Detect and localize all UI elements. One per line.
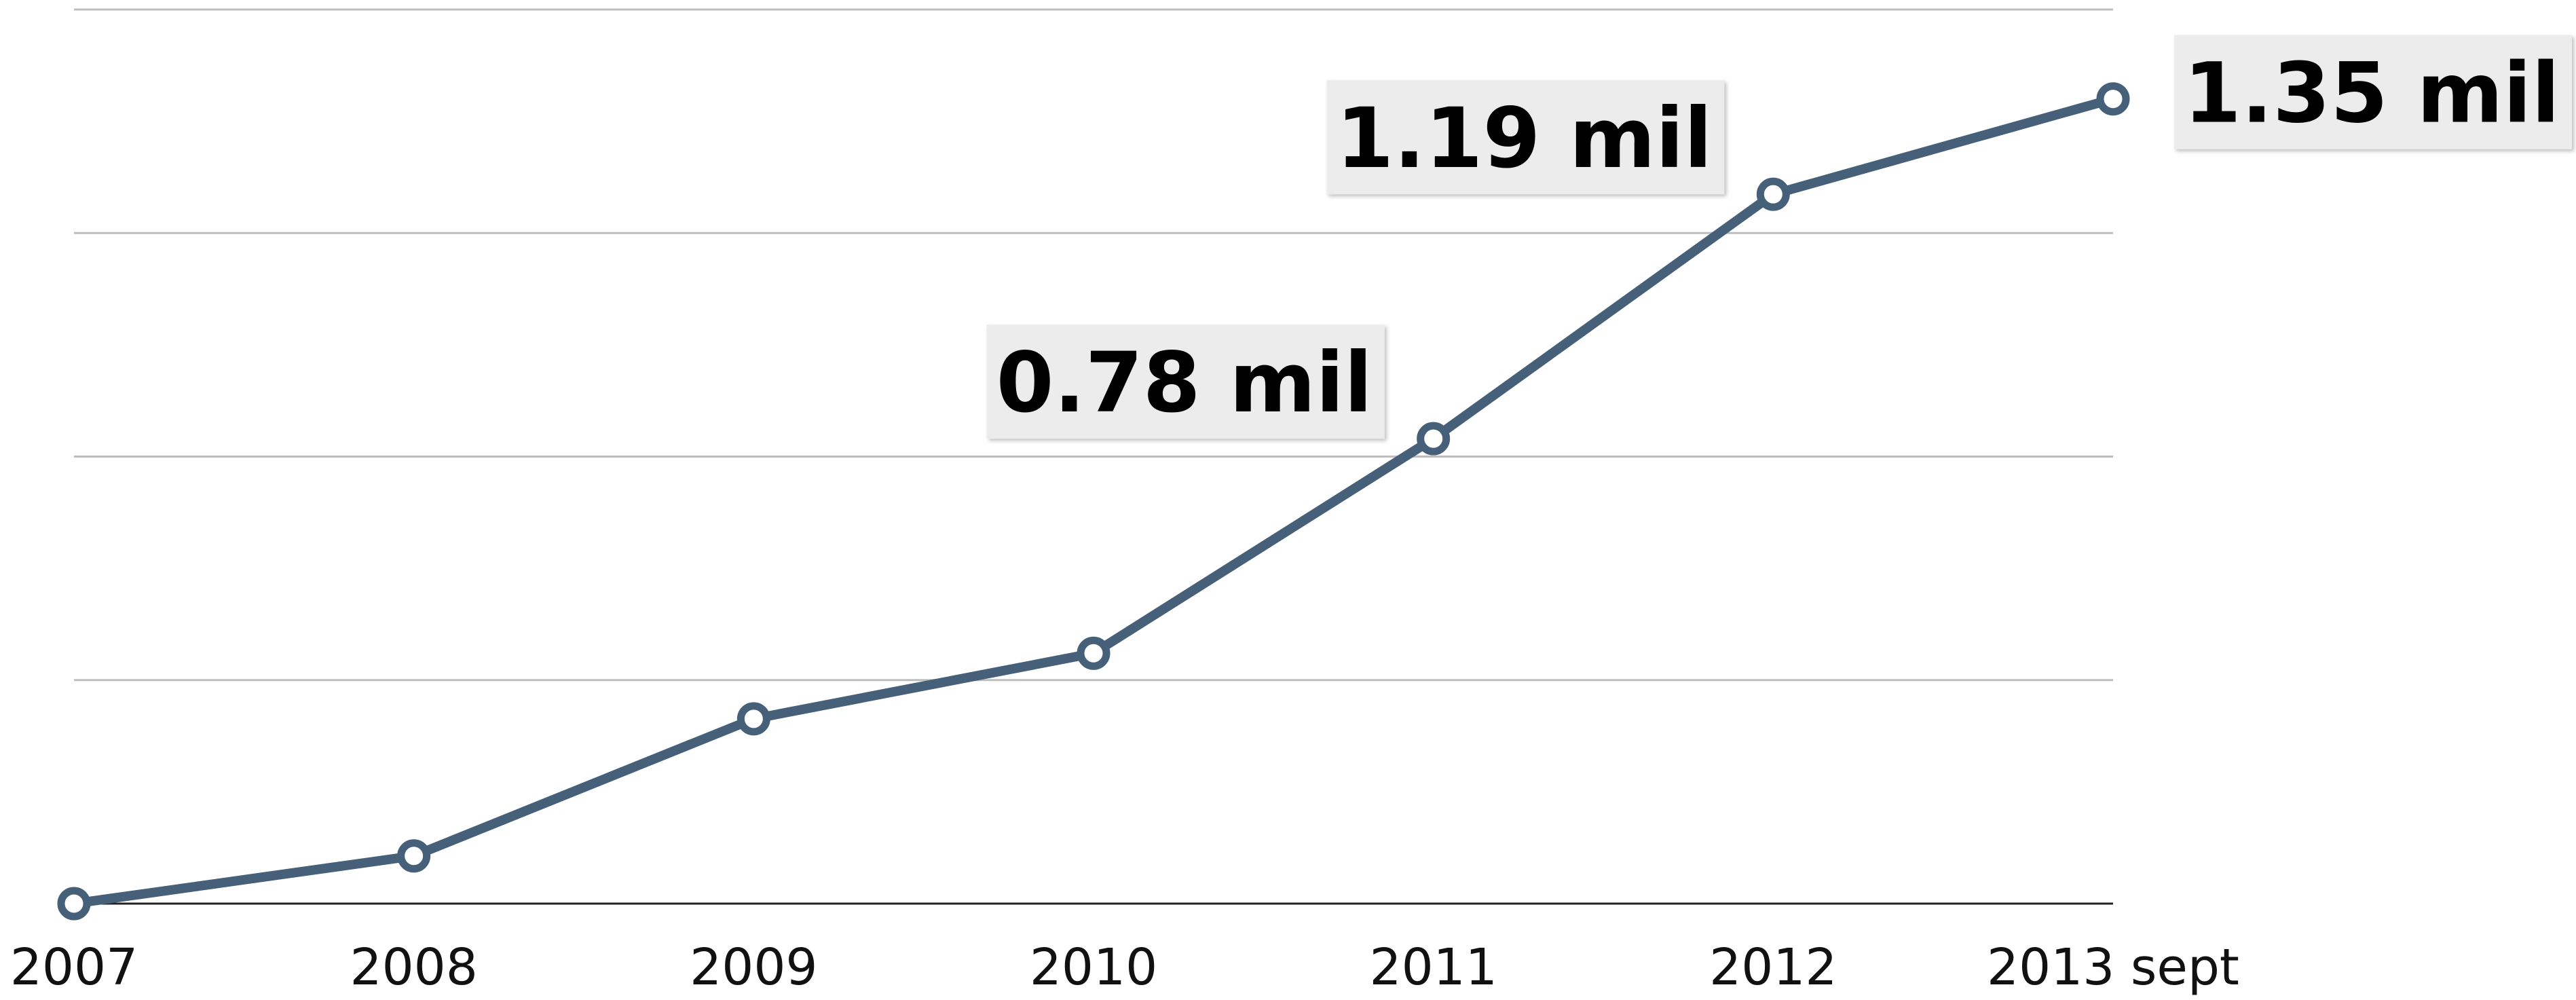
value-label: 1.19 mil	[1336, 90, 1712, 187]
point	[1417, 422, 1451, 456]
value-label-box	[2174, 35, 2572, 149]
value-label: 0.78 mil	[996, 335, 1373, 431]
x-tick-label: 2007	[10, 938, 138, 997]
point	[2096, 82, 2130, 116]
point	[1756, 177, 1790, 211]
x-tick-label: 2011	[1370, 938, 1497, 997]
point	[1077, 636, 1110, 670]
point	[57, 887, 91, 921]
point	[736, 702, 770, 736]
x-tick-label: 2012	[1709, 938, 1837, 997]
x-tick-label: 2010	[1030, 938, 1157, 997]
value-label: 1.35 mil	[2184, 45, 2560, 142]
x-tick-label: 2009	[690, 938, 817, 997]
x-tick-label: 2008	[350, 938, 478, 997]
point	[397, 839, 431, 873]
x-tick-label: 2013 sept	[1987, 938, 2239, 997]
line	[73, 94, 2114, 908]
value-label-box	[986, 325, 1385, 439]
value-label-box	[1326, 80, 1725, 195]
